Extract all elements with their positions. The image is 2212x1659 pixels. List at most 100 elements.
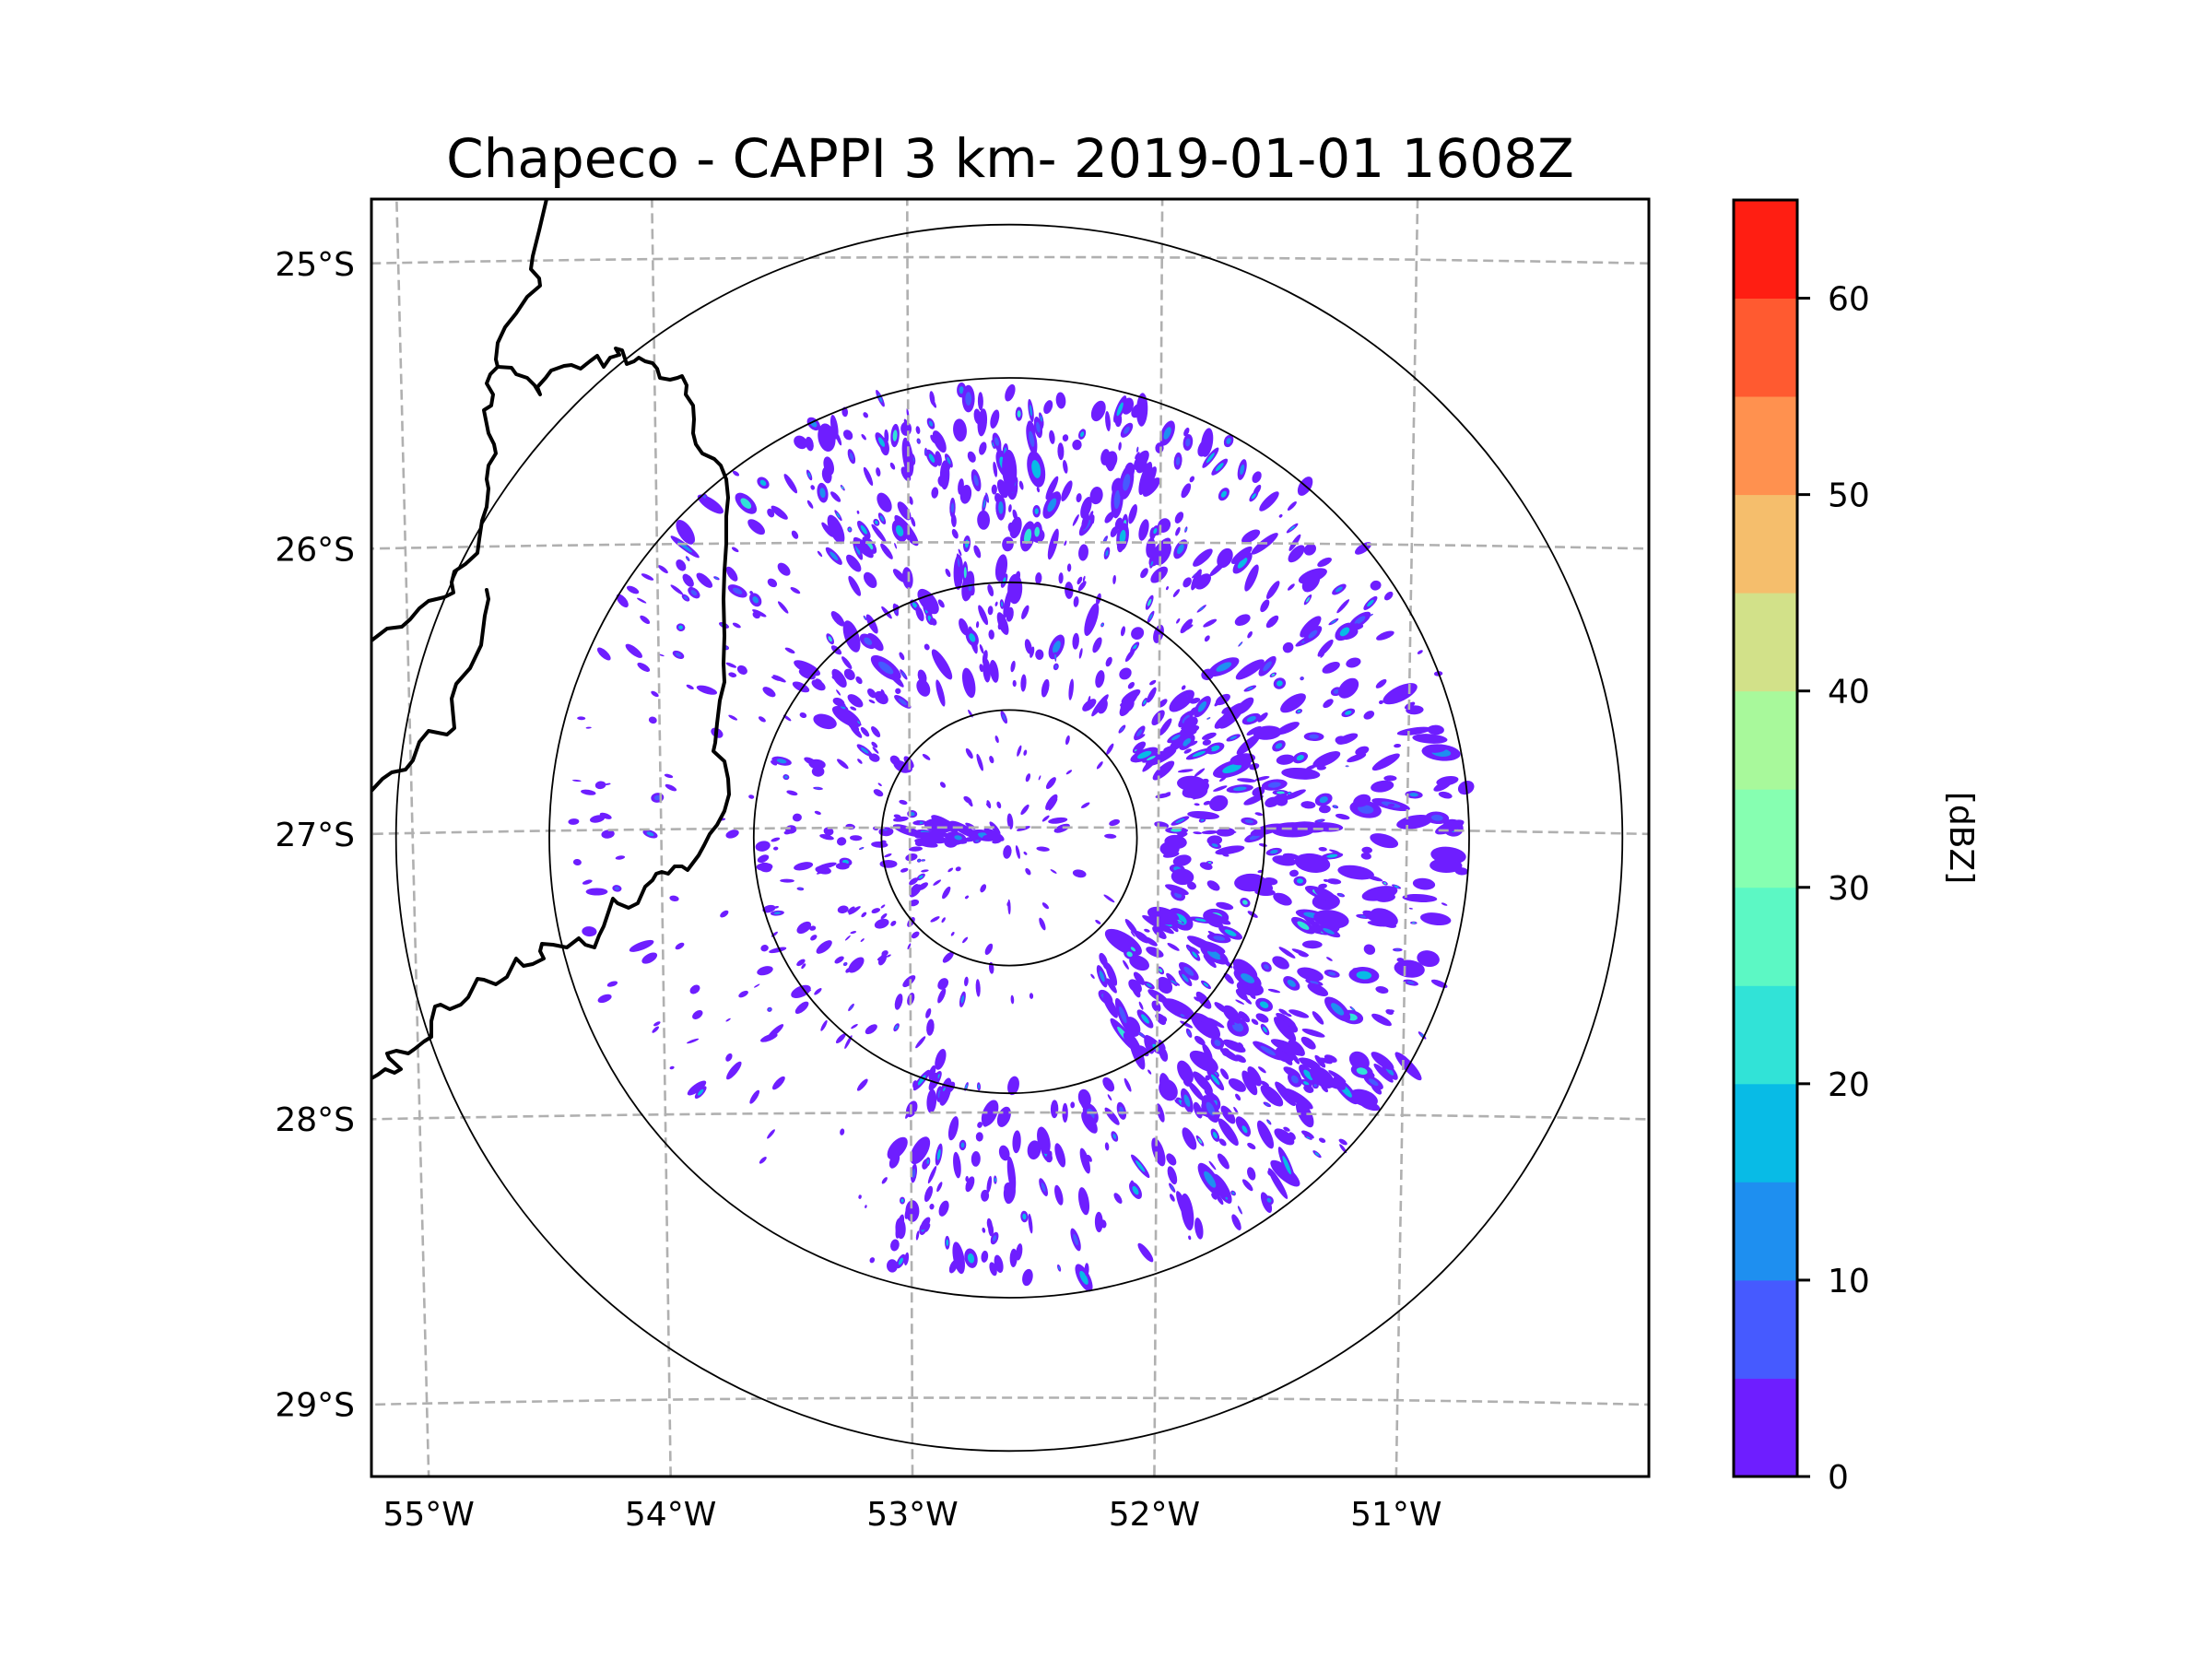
echo-cell	[937, 978, 949, 990]
range-ring	[880, 709, 1138, 967]
echo-core	[1177, 919, 1182, 923]
echo-cell	[1068, 678, 1074, 700]
echo-cell	[1129, 955, 1149, 971]
echo-cell	[585, 726, 592, 729]
echo-cell	[1361, 846, 1372, 854]
echo-cell	[935, 451, 942, 466]
echo-core	[1356, 1067, 1368, 1076]
echo-cell	[773, 846, 779, 851]
range-ring	[548, 377, 1470, 1299]
echo-cell	[982, 1227, 986, 1233]
echo-cell	[1220, 1105, 1236, 1124]
echo-core	[917, 440, 920, 443]
echo-cell	[641, 952, 658, 964]
meridian-gridline	[395, 199, 430, 1477]
echo-cell	[1120, 701, 1125, 707]
echo-cell	[1394, 959, 1425, 978]
echo-cell	[1253, 725, 1282, 740]
echo-cell	[880, 688, 886, 696]
echo-cell	[1189, 476, 1195, 483]
echo-cell	[1209, 794, 1229, 812]
echo-cell	[1107, 1094, 1112, 1101]
echo-cell	[895, 1218, 906, 1240]
echo-core	[759, 479, 767, 487]
echo-cell	[1336, 1082, 1346, 1090]
echo-cell	[1055, 392, 1066, 409]
echo-cell	[568, 818, 580, 825]
echo-cell	[572, 858, 582, 866]
echo-cell	[917, 588, 939, 615]
echo-cell	[1363, 711, 1375, 720]
echo-cell	[1209, 560, 1227, 577]
echo-cell	[847, 694, 864, 708]
echo-cell	[953, 418, 967, 442]
echo-core	[1197, 1137, 1203, 1144]
echo-cell	[861, 912, 867, 918]
echo-cell	[1272, 855, 1297, 866]
echo-cell	[1228, 1078, 1246, 1092]
echo-cell	[1144, 928, 1150, 933]
y-tick-label: 27°S	[275, 817, 355, 854]
echo-cell	[1021, 605, 1030, 619]
echo-cell	[796, 959, 806, 967]
echo-cell	[978, 605, 989, 626]
echo-core	[1350, 1007, 1355, 1011]
echo-cell	[1181, 685, 1186, 690]
echo-cell	[725, 1053, 733, 1062]
echo-cell	[910, 1136, 931, 1165]
echo-core	[1126, 951, 1133, 958]
echo-core	[1141, 1014, 1149, 1024]
echo-core	[1323, 928, 1335, 935]
echo-cell	[571, 779, 582, 782]
echo-core	[1022, 1213, 1027, 1220]
echo-cell	[1163, 745, 1180, 752]
echo-cell	[1066, 563, 1072, 572]
echo-cell	[1129, 1034, 1146, 1070]
echo-core	[1310, 981, 1319, 984]
echo-core	[1327, 971, 1336, 976]
echo-core	[776, 759, 787, 764]
echo-cell	[725, 662, 737, 668]
echo-core	[1303, 1081, 1310, 1086]
echo-cell	[777, 601, 789, 614]
echo-cell	[952, 1241, 965, 1275]
echo-core	[1269, 849, 1278, 854]
echo-cell	[1215, 693, 1230, 706]
echo-cell	[1090, 973, 1095, 979]
echo-cell	[863, 466, 874, 487]
echo-cell	[834, 956, 844, 964]
colorbar-tick-label: 0	[1828, 1459, 1849, 1497]
echo-cell	[1105, 411, 1111, 431]
echo-core	[883, 829, 888, 831]
echo-core	[1171, 734, 1181, 741]
echo-core	[1260, 1045, 1277, 1056]
echo-core	[1264, 964, 1269, 970]
echo-cell	[780, 878, 794, 883]
echo-cell	[821, 522, 834, 537]
echo-cell	[905, 1200, 920, 1222]
echo-cell	[762, 687, 776, 698]
echo-cell	[1077, 576, 1083, 585]
echo-cell	[1045, 794, 1058, 810]
echo-cell	[979, 441, 987, 455]
echo-cell	[806, 500, 814, 509]
echo-cell	[1267, 988, 1281, 994]
colorbar-band	[1734, 1279, 1797, 1379]
echo-core	[815, 787, 821, 790]
echo-cell	[1006, 606, 1014, 622]
echo-cell	[916, 678, 931, 697]
echo-cell	[831, 676, 838, 680]
echo-core	[1265, 1102, 1269, 1106]
echo-cell	[850, 931, 857, 935]
echo-cell	[1106, 743, 1114, 755]
echo-cell	[1063, 459, 1068, 474]
echo-cell	[1438, 791, 1453, 799]
echo-core	[1317, 819, 1323, 822]
echo-cell	[1230, 546, 1253, 564]
echo-cell	[720, 910, 729, 918]
echo-cell	[1244, 564, 1259, 592]
echo-cell	[772, 675, 786, 683]
echo-cell	[899, 799, 908, 806]
echo-core	[992, 1235, 997, 1241]
echo-core	[1430, 814, 1443, 821]
